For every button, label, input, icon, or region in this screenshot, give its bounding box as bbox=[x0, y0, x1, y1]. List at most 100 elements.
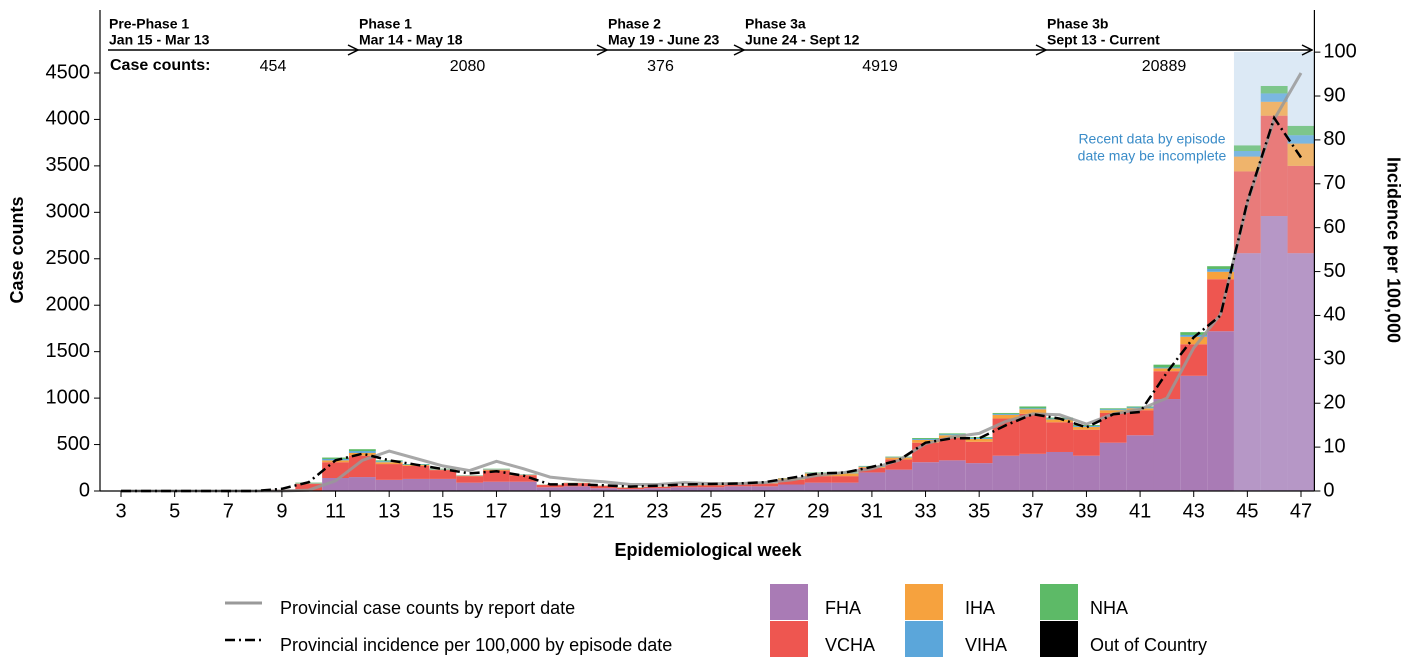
bar-segment bbox=[348, 477, 376, 491]
bar-segment bbox=[1207, 331, 1234, 491]
bar-segment bbox=[965, 463, 993, 491]
y-tick-label: 2000 bbox=[46, 293, 91, 315]
bar-segment bbox=[912, 438, 939, 439]
bar-segment bbox=[1260, 115, 1288, 217]
phase-name: Phase 3a bbox=[745, 16, 806, 32]
bar-segment bbox=[1099, 442, 1127, 491]
bar-segment bbox=[348, 455, 376, 478]
x-tick-label: 31 bbox=[861, 500, 883, 522]
bar-segment bbox=[1126, 435, 1154, 491]
bar-segment bbox=[1207, 266, 1234, 269]
phase-dates: Sept 13 - Current bbox=[1047, 32, 1160, 48]
bar-segment bbox=[885, 469, 913, 491]
bar-segment bbox=[751, 483, 779, 487]
bar-segment bbox=[295, 484, 323, 491]
x-tick-label: 47 bbox=[1290, 500, 1312, 522]
y2-tick-label: 100 bbox=[1323, 40, 1356, 62]
bar-segment bbox=[456, 476, 484, 483]
bar-segment bbox=[375, 462, 403, 465]
bar-segment bbox=[563, 486, 591, 491]
bar-segment bbox=[1287, 135, 1315, 144]
x-tick-label: 43 bbox=[1183, 500, 1205, 522]
bar-segment bbox=[965, 438, 993, 442]
y2-tick-label: 80 bbox=[1323, 128, 1345, 150]
bar-segment bbox=[831, 473, 859, 477]
x-tick-label: 45 bbox=[1236, 500, 1258, 522]
bar-segment bbox=[1019, 409, 1047, 414]
bar-segment bbox=[804, 476, 832, 483]
x-tick-label: 3 bbox=[115, 500, 126, 522]
x-tick-label: 7 bbox=[223, 500, 234, 522]
bar-segment bbox=[1126, 406, 1154, 408]
bar-segment bbox=[1046, 419, 1074, 423]
bar-segment bbox=[322, 462, 349, 478]
bar-segment bbox=[483, 481, 510, 491]
phase-count: 4919 bbox=[862, 58, 898, 75]
x-tick-label: 35 bbox=[968, 500, 990, 522]
bar-segment bbox=[1260, 85, 1288, 94]
x-tick-label: 27 bbox=[754, 500, 776, 522]
bar-segment bbox=[912, 439, 939, 443]
legend-label: Provincial case counts by report date bbox=[280, 598, 575, 618]
bar-segment bbox=[1207, 271, 1234, 280]
bar-segment bbox=[483, 470, 510, 482]
bar-segment bbox=[992, 413, 1020, 415]
bar-segment bbox=[912, 462, 939, 491]
bar-segment bbox=[804, 482, 832, 491]
case-counts-label: Case counts: bbox=[110, 57, 210, 74]
phase-dates: Jan 15 - Mar 13 bbox=[109, 32, 210, 48]
bar-segment bbox=[1233, 156, 1261, 172]
y2-tick-label: 30 bbox=[1323, 348, 1345, 370]
bar-segment bbox=[1260, 93, 1288, 102]
bar-segment bbox=[1019, 413, 1047, 454]
bar-segment bbox=[1019, 406, 1047, 409]
bar-segment bbox=[1019, 453, 1047, 491]
bar-segment bbox=[751, 486, 779, 491]
bar-segment bbox=[965, 438, 993, 439]
line-series bbox=[121, 115, 1303, 493]
bar-segment bbox=[778, 479, 805, 485]
bar-segment bbox=[1153, 368, 1181, 372]
phase-dates: June 24 - Sept 12 bbox=[745, 32, 860, 48]
x-tick-label: 41 bbox=[1129, 500, 1151, 522]
bar-segment bbox=[1180, 332, 1208, 335]
bar-segment bbox=[536, 487, 564, 491]
phase-dates: Mar 14 - May 18 bbox=[359, 32, 463, 48]
legend-label: VCHA bbox=[825, 635, 875, 655]
bar-segment bbox=[1260, 216, 1288, 492]
bar-segment bbox=[375, 460, 403, 462]
bar-segment bbox=[1126, 410, 1154, 436]
bar-segment bbox=[402, 478, 430, 491]
bar-segment bbox=[1099, 409, 1127, 411]
bar-segment bbox=[858, 472, 886, 491]
bar-segment bbox=[1073, 425, 1100, 427]
bar-segment bbox=[778, 484, 805, 491]
bar-segment bbox=[617, 487, 644, 490]
legend-label: IHA bbox=[965, 598, 995, 618]
legend-swatch bbox=[770, 621, 808, 657]
bar-segment bbox=[643, 486, 671, 489]
bar-segment bbox=[1153, 399, 1181, 491]
bar-segment bbox=[965, 441, 993, 464]
y-tick-label: 2500 bbox=[46, 247, 91, 269]
legend-swatch bbox=[905, 621, 943, 657]
bar-segment bbox=[1099, 408, 1127, 410]
bar-segment bbox=[697, 485, 725, 488]
bar-segment bbox=[348, 451, 376, 453]
bar-segment bbox=[992, 414, 1020, 419]
bar-segment bbox=[1233, 253, 1261, 491]
bar-segment bbox=[617, 489, 644, 491]
annotation: date may be incomplete bbox=[1078, 148, 1227, 164]
x-tick-label: 5 bbox=[169, 500, 180, 522]
y-axis-label: Case counts bbox=[7, 196, 27, 303]
legend-label: VIHA bbox=[965, 635, 1007, 655]
legend-swatch bbox=[1040, 584, 1078, 620]
bar-segment bbox=[375, 464, 403, 480]
x-axis-label: Epidemiological week bbox=[614, 540, 802, 560]
y2-tick-label: 60 bbox=[1323, 216, 1345, 238]
x-tick-label: 29 bbox=[807, 500, 829, 522]
bar-segment bbox=[885, 459, 913, 470]
x-tick-label: 13 bbox=[378, 500, 400, 522]
bar-segment bbox=[1073, 455, 1100, 491]
legend-label: FHA bbox=[825, 598, 861, 618]
